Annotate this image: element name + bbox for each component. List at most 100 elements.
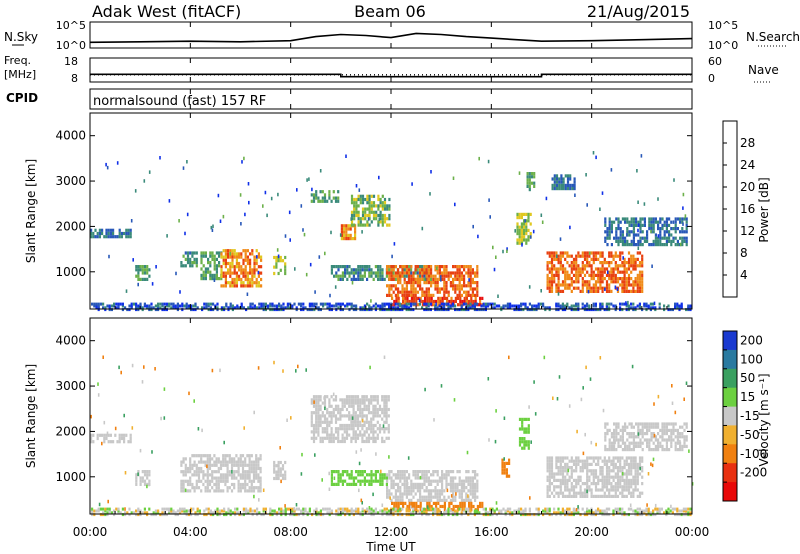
power-cell xyxy=(577,286,580,290)
velocity-cell xyxy=(615,432,618,436)
power-cell xyxy=(574,193,576,197)
velocity-cell xyxy=(184,479,187,483)
power-cell xyxy=(390,293,393,297)
velocity-cell xyxy=(440,513,443,517)
velocity-cell xyxy=(557,472,560,476)
velocity-cell xyxy=(168,507,171,511)
power-cell xyxy=(386,217,389,221)
power-cell xyxy=(288,210,291,215)
power-cell xyxy=(394,284,397,288)
power-cell xyxy=(218,264,221,268)
power-cell xyxy=(403,281,406,285)
power-cell xyxy=(218,277,221,281)
power-cell xyxy=(229,255,232,259)
power-cell xyxy=(195,261,198,265)
velocity-cell xyxy=(616,475,620,479)
velocity-cell xyxy=(366,479,369,483)
velocity-cell xyxy=(401,492,404,496)
velocity-cell xyxy=(403,470,406,474)
power-cell xyxy=(229,268,232,272)
velocity-cell xyxy=(224,473,227,477)
velocity-cell xyxy=(348,476,351,480)
power-cell xyxy=(674,236,677,240)
velocity-cell xyxy=(112,440,115,444)
power-cell xyxy=(385,308,388,312)
power-cell xyxy=(273,255,276,260)
velocity-cell xyxy=(561,459,565,463)
velocity-cell xyxy=(491,509,494,513)
velocity-cell xyxy=(289,507,292,511)
power-cell xyxy=(572,280,576,284)
velocity-cell xyxy=(374,411,377,415)
velocity-cell xyxy=(467,509,470,513)
velocity-cell xyxy=(326,427,329,431)
velocity-cell xyxy=(452,492,455,496)
power-cell xyxy=(630,220,633,224)
power-cell xyxy=(313,302,316,306)
power-cell xyxy=(616,287,619,291)
velocity-cell xyxy=(685,422,688,426)
velocity-cell xyxy=(344,470,347,474)
power-cell xyxy=(317,199,320,203)
power-cell xyxy=(361,207,365,211)
velocity-cell xyxy=(474,498,477,502)
power-cell xyxy=(246,271,249,275)
velocity-cell xyxy=(191,466,194,471)
power-cell xyxy=(594,283,598,287)
velocity-cell xyxy=(273,509,276,513)
velocity-cell xyxy=(432,501,435,505)
power-cell xyxy=(557,308,560,312)
power-cell xyxy=(109,235,112,239)
power-cell xyxy=(404,299,407,304)
power-cell xyxy=(340,230,343,234)
power-cell xyxy=(257,265,260,269)
velocity-cell xyxy=(322,507,325,511)
power-cell xyxy=(471,293,474,297)
power-cell xyxy=(570,261,573,265)
velocity-cell xyxy=(185,511,188,515)
power-cell xyxy=(324,302,327,306)
velocity-cell xyxy=(590,488,593,492)
velocity-cell xyxy=(196,507,199,511)
power-cell xyxy=(440,306,443,310)
power-cell xyxy=(456,287,459,291)
power-cell xyxy=(641,243,644,247)
power-cell xyxy=(383,308,386,312)
power-cell xyxy=(328,196,331,200)
power-cell xyxy=(657,239,660,243)
velocity-cell xyxy=(233,457,236,461)
velocity-cell xyxy=(239,457,242,461)
velocity-cell xyxy=(555,472,558,476)
velocity-cell xyxy=(148,479,151,483)
velocity-cell xyxy=(95,509,98,513)
power-cell xyxy=(186,261,190,265)
power-cell xyxy=(674,223,677,227)
power-cell xyxy=(626,220,629,224)
power-cell xyxy=(558,187,561,191)
power-cell xyxy=(465,293,468,297)
velocity-cell xyxy=(568,507,571,511)
velocity-cell xyxy=(315,513,318,517)
power-cell xyxy=(435,299,438,304)
power-cell xyxy=(518,238,521,242)
velocity-cell xyxy=(189,460,192,464)
power-cell xyxy=(663,243,666,247)
velocity-cell xyxy=(599,456,602,460)
velocity-cell xyxy=(527,424,530,428)
velocity-cell xyxy=(559,462,562,466)
power-cell xyxy=(637,233,640,237)
velocity-cell xyxy=(608,448,611,452)
power-cell xyxy=(346,265,349,269)
power-cell xyxy=(440,278,442,282)
power-cell xyxy=(555,187,559,191)
power-cell xyxy=(119,302,122,306)
power-cell xyxy=(410,281,413,285)
power-cell xyxy=(366,268,369,272)
velocity-cell xyxy=(189,466,192,471)
velocity-cell xyxy=(577,456,580,460)
power-cell xyxy=(405,308,408,312)
velocity-cell xyxy=(449,479,452,483)
velocity-cell xyxy=(350,509,353,513)
power-cell xyxy=(129,228,132,232)
velocity-cell xyxy=(566,485,569,489)
